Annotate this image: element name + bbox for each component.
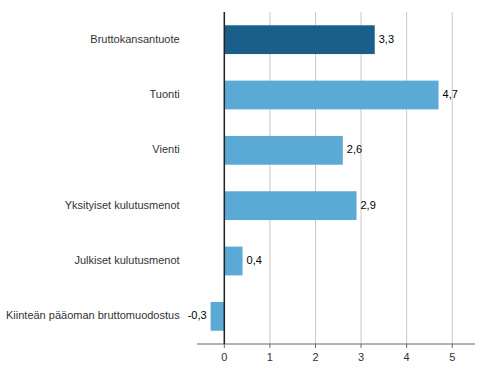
tick-mark bbox=[269, 344, 270, 348]
labels: Kiinteän pääoman bruttomuodostus Julkiset… bbox=[6, 33, 458, 322]
category-label: Tuonti bbox=[149, 88, 179, 100]
grid-line bbox=[269, 12, 270, 344]
category-label: Julkiset kulutusmenot bbox=[74, 254, 179, 266]
bar bbox=[224, 25, 374, 54]
grid-line bbox=[224, 12, 225, 344]
tick-label: 4 bbox=[404, 351, 410, 363]
data-label: 3,3 bbox=[379, 33, 394, 45]
x-axis-line bbox=[197, 344, 475, 345]
tick-label: 5 bbox=[449, 351, 455, 363]
tick-label: 0 bbox=[221, 351, 227, 363]
data-label: -0,3 bbox=[188, 309, 207, 321]
data-label: 2,9 bbox=[360, 199, 375, 211]
tick-mark bbox=[452, 344, 453, 348]
tick-mark bbox=[406, 344, 407, 348]
tick-label: 3 bbox=[358, 351, 364, 363]
category-label: Yksityiset kulutusmenot bbox=[65, 199, 180, 211]
tick-label: 1 bbox=[267, 351, 273, 363]
chart: 0 1 2 3 4 5 Kiinteän pääoman bruttomuodostus Ju… bbox=[0, 0, 491, 378]
data-label: 4,7 bbox=[443, 88, 458, 100]
tick-mark bbox=[224, 344, 225, 348]
grid-line bbox=[315, 12, 316, 344]
grid-line bbox=[361, 12, 362, 344]
category-label: Vienti bbox=[152, 143, 179, 155]
grid-line bbox=[452, 12, 453, 344]
bar bbox=[224, 81, 438, 110]
bar bbox=[211, 302, 225, 331]
data-label: 0,4 bbox=[247, 254, 262, 266]
grid bbox=[224, 12, 452, 344]
bar bbox=[224, 247, 242, 276]
bar bbox=[224, 191, 356, 220]
category-label: Bruttokansantuote bbox=[90, 33, 179, 45]
bar bbox=[224, 136, 343, 165]
zero-line bbox=[224, 12, 226, 344]
tick-mark bbox=[315, 344, 316, 348]
category-label: Kiinteän pääoman bruttomuodostus bbox=[6, 309, 180, 321]
data-label: 2,6 bbox=[347, 143, 362, 155]
axes: 0 1 2 3 4 5 bbox=[197, 12, 475, 363]
tick-mark bbox=[361, 344, 362, 348]
grid-line bbox=[406, 12, 407, 344]
bars bbox=[211, 25, 439, 330]
tick-label: 2 bbox=[312, 351, 318, 363]
